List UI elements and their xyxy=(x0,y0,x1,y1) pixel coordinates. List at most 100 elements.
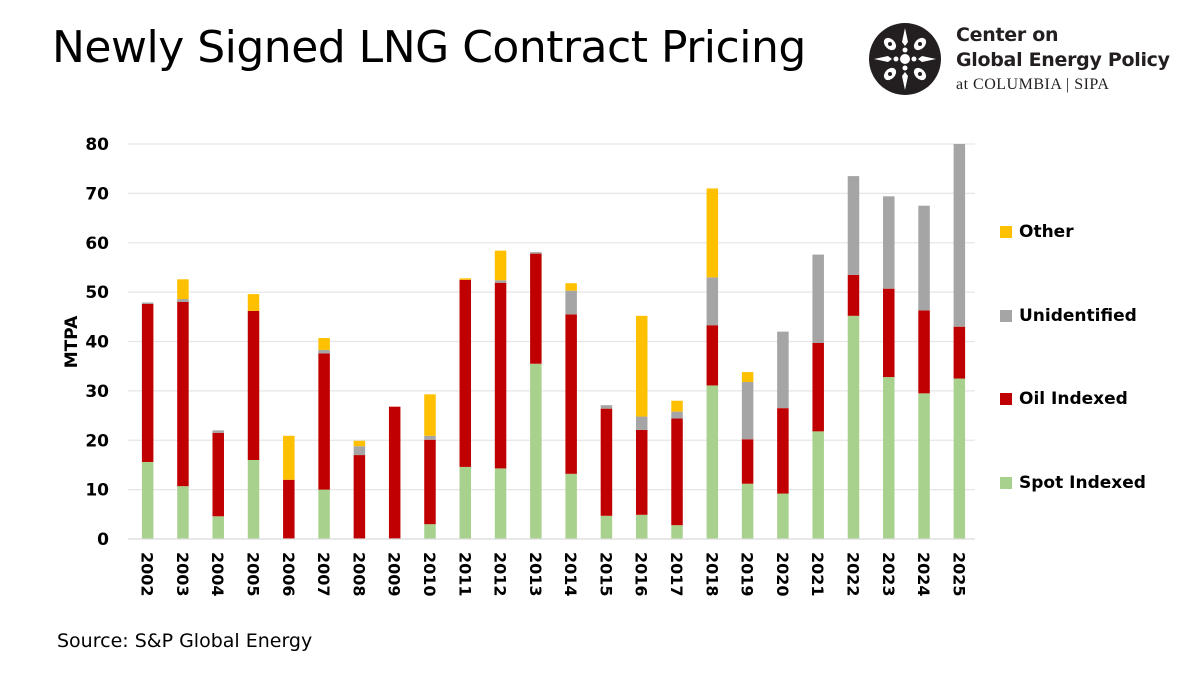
bar-oil-indexed-2004 xyxy=(212,432,224,517)
x-tick-label: 2005 xyxy=(244,552,263,597)
bar-oil-indexed-2009 xyxy=(388,406,401,539)
bar-oil-indexed-2014 xyxy=(565,314,577,474)
bar-spot-indexed-2023 xyxy=(883,377,895,539)
x-axis-ticks: 2002 2003 2004 2005 2006 2007 2008 2009 2010 2011… xyxy=(138,552,969,597)
bar-unidentified-2023 xyxy=(883,196,895,289)
bar-other-2014 xyxy=(565,283,577,291)
bar-oil-indexed-2023 xyxy=(883,288,895,378)
bar-oil-indexed-2003 xyxy=(177,302,189,487)
y-axis-label: MTPA xyxy=(62,315,82,368)
bar-spot-indexed-2010 xyxy=(424,524,436,539)
bar-spot-indexed-2011 xyxy=(459,466,472,539)
bar-other-2008 xyxy=(353,440,366,447)
bar-other-2017 xyxy=(671,400,683,412)
x-tick-label: 2016 xyxy=(632,552,651,597)
bar-stack-2009 xyxy=(388,406,401,539)
x-tick-label: 2003 xyxy=(173,552,192,597)
y-tick-label: 60 xyxy=(85,234,109,254)
x-tick-label: 2014 xyxy=(561,552,580,597)
bar-unidentified-2013 xyxy=(530,252,542,254)
bar-unidentified-2010 xyxy=(424,435,436,440)
x-tick-label: 2025 xyxy=(949,552,968,597)
x-tick-label: 2015 xyxy=(596,552,615,597)
x-tick-label: 2018 xyxy=(702,552,721,597)
y-tick-label: 20 xyxy=(85,431,109,451)
y-tick-label: 40 xyxy=(85,333,109,353)
bar-unidentified-2024 xyxy=(918,205,930,311)
bar-spot-indexed-2024 xyxy=(918,393,930,539)
bar-other-2019 xyxy=(741,372,754,382)
bar-unidentified-2020 xyxy=(777,331,789,409)
bar-spot-indexed-2007 xyxy=(318,489,330,539)
gridlines xyxy=(128,143,975,491)
x-tick-label: 2011 xyxy=(455,552,474,597)
bar-oil-indexed-2025 xyxy=(953,326,966,379)
bar-stack-2003 xyxy=(177,279,189,539)
bar-spot-indexed-2021 xyxy=(812,431,824,539)
x-tick-label: 2022 xyxy=(843,552,862,597)
y-tick-label: 0 xyxy=(97,530,109,550)
bar-unidentified-2018 xyxy=(706,277,719,326)
bar-oil-indexed-2024 xyxy=(918,310,930,394)
x-tick-label: 2009 xyxy=(385,552,404,597)
bar-oil-indexed-2018 xyxy=(706,325,719,386)
bar-other-2007 xyxy=(318,338,330,350)
bar-spot-indexed-2003 xyxy=(177,486,189,539)
x-tick-label: 2017 xyxy=(667,552,686,597)
bar-stack-2010 xyxy=(424,394,436,539)
x-tick-label: 2004 xyxy=(208,552,227,597)
bar-unidentified-2014 xyxy=(565,290,577,315)
bar-stack-2004 xyxy=(212,430,224,539)
bar-spot-indexed-2014 xyxy=(565,473,577,539)
bar-unidentified-2019 xyxy=(741,381,754,440)
bar-unidentified-2007 xyxy=(318,349,330,354)
bar-oil-indexed-2021 xyxy=(812,342,824,432)
bar-stack-2025 xyxy=(953,144,966,539)
bar-spot-indexed-2015 xyxy=(600,515,613,539)
y-tick-label: 70 xyxy=(85,184,109,204)
x-tick-label: 2010 xyxy=(420,552,439,597)
bar-oil-indexed-2007 xyxy=(318,353,330,490)
bar-other-2010 xyxy=(424,394,436,436)
y-tick-label: 80 xyxy=(85,135,109,155)
bar-oil-indexed-2002 xyxy=(141,303,154,462)
bar-unidentified-2012 xyxy=(494,280,507,283)
source-note: Source: S&P Global Energy xyxy=(57,630,313,652)
bar-oil-indexed-2006 xyxy=(283,479,295,539)
bar-stack-2012 xyxy=(494,250,507,539)
bar-oil-indexed-2020 xyxy=(777,408,789,494)
bar-stack-2005 xyxy=(247,294,260,539)
bar-stack-2002 xyxy=(141,302,154,539)
bar-stack-2013 xyxy=(530,252,542,539)
bar-stack-2022 xyxy=(847,176,860,539)
x-tick-label: 2019 xyxy=(738,552,757,597)
bar-unidentified-2003 xyxy=(177,299,189,302)
bar-stack-2021 xyxy=(812,254,824,539)
legend-swatch-spot-indexed xyxy=(1000,477,1012,489)
legend-item-unidentified: Unidentified xyxy=(1000,306,1137,326)
x-tick-label: 2006 xyxy=(279,552,298,597)
bar-spot-indexed-2012 xyxy=(494,468,507,539)
bars xyxy=(141,144,966,539)
bar-unidentified-2015 xyxy=(600,405,613,409)
x-tick-label: 2002 xyxy=(138,552,157,597)
legend-swatch-other xyxy=(1000,226,1012,238)
bar-other-2006 xyxy=(283,435,295,480)
x-tick-label: 2007 xyxy=(314,552,333,597)
logo-text-line2: Global Energy Policy xyxy=(956,49,1170,71)
bar-stack-2014 xyxy=(565,283,577,539)
legend-label-other: Other xyxy=(1019,222,1074,242)
bar-stack-2017 xyxy=(671,400,683,539)
bar-unidentified-2004 xyxy=(212,430,224,433)
bar-oil-indexed-2017 xyxy=(671,418,683,526)
bar-other-2012 xyxy=(494,250,507,281)
bar-spot-indexed-2005 xyxy=(247,460,260,539)
bar-unidentified-2016 xyxy=(635,416,648,430)
bar-stack-2024 xyxy=(918,205,930,539)
bar-oil-indexed-2012 xyxy=(494,282,507,469)
legend-label-oil-indexed: Oil Indexed xyxy=(1019,389,1128,409)
bar-stack-2018 xyxy=(706,188,719,539)
bar-spot-indexed-2017 xyxy=(671,525,683,539)
y-tick-label: 10 xyxy=(85,481,109,501)
